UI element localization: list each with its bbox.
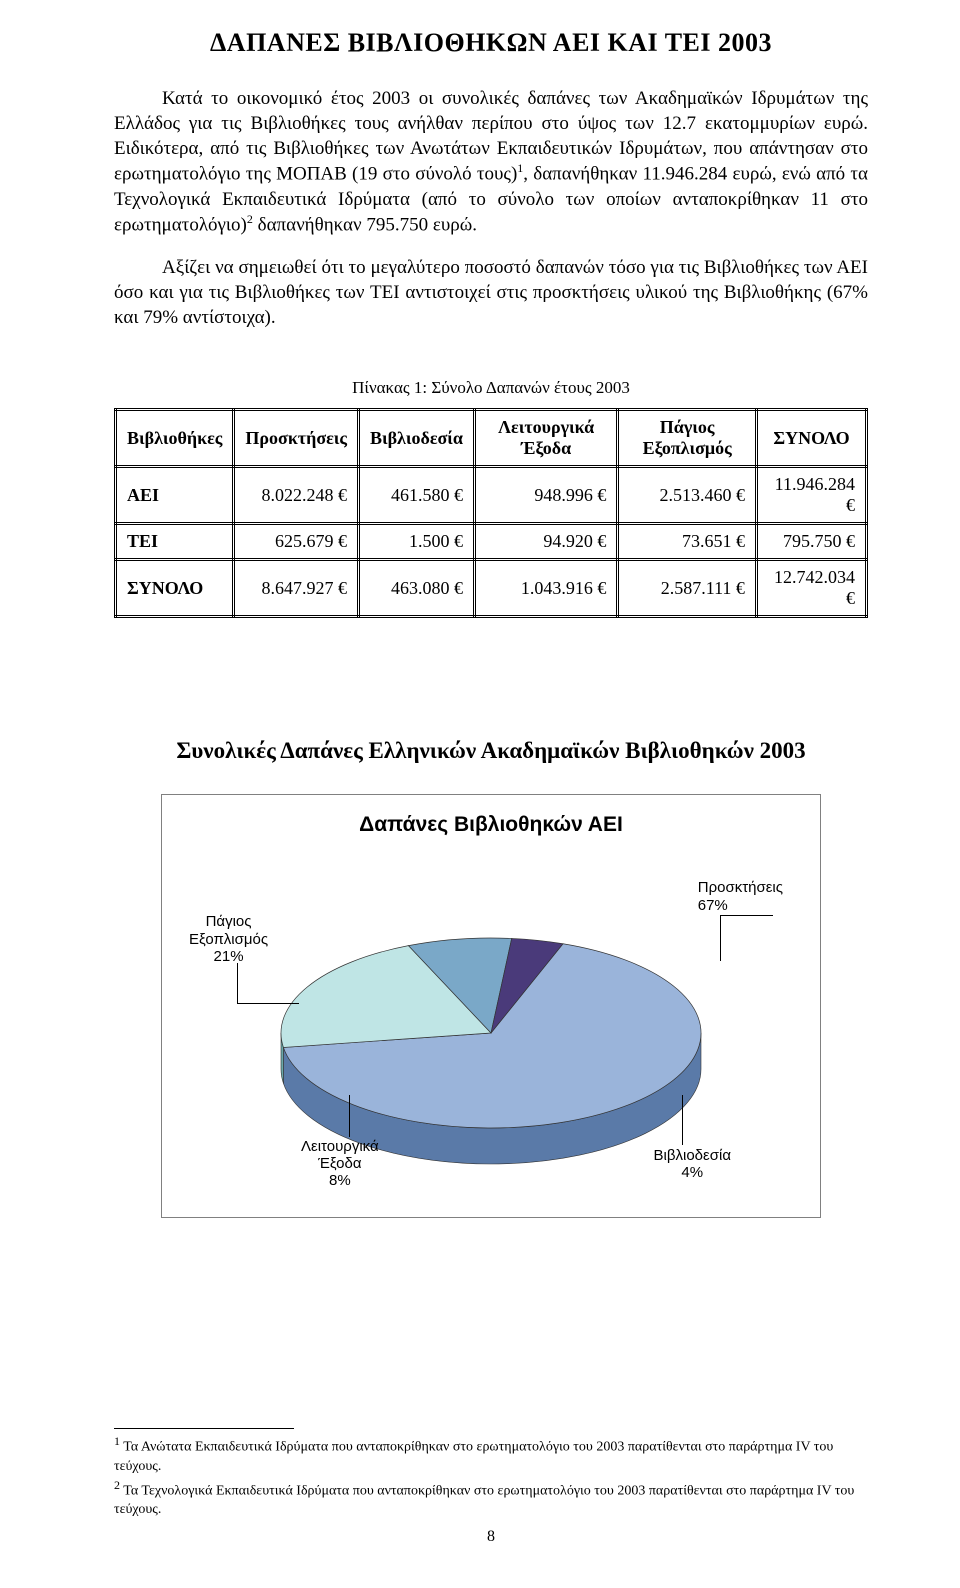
slice-label-leitourgika: ΛειτουργικάΈξοδα8% <box>301 1138 379 1190</box>
footnote-mark: 1 <box>114 1434 120 1448</box>
table-header-row: Βιβλιοθήκες Προσκτήσεις Βιβλιοδεσία Λειτ… <box>116 410 867 467</box>
cell: 94.920 € <box>474 524 617 560</box>
pie-chart: Προσκτήσεις67% ΠάγιοςΕξοπλισμός21% Λειτο… <box>181 853 801 1193</box>
col-header: Βιβλιοθήκες <box>116 410 234 467</box>
chart-title: Δαπάνες Βιβλιοθηκών ΑΕΙ <box>180 813 802 837</box>
cell: 12.742.034 € <box>756 560 866 617</box>
paragraph-2: Αξίζει να σημειωθεί ότι το μεγαλύτερο πο… <box>114 255 868 330</box>
cell: 11.946.284 € <box>756 467 866 524</box>
cell: 461.580 € <box>358 467 474 524</box>
col-header: ΣΥΝΟΛΟ <box>756 410 866 467</box>
footnotes: 1 Τα Ανώτατα Εκπαιδευτικά Ιδρύματα που α… <box>114 1428 868 1547</box>
cell: 1.500 € <box>358 524 474 560</box>
row-label: ΑΕΙ <box>116 467 234 524</box>
cell: 625.679 € <box>234 524 359 560</box>
cell: 1.043.916 € <box>474 560 617 617</box>
footnote-2: 2 Τα Τεχνολογικά Εκπαιδευτικά Ιδρύματα π… <box>114 1477 868 1520</box>
paragraph-1: Κατά το οικονομικό έτος 2003 οι συνολικέ… <box>114 86 868 237</box>
cell: 948.996 € <box>474 467 617 524</box>
para1-text-c: δαπανήθηκαν 795.750 ευρώ. <box>253 214 477 235</box>
cell: 8.647.927 € <box>234 560 359 617</box>
slice-label-pagios: ΠάγιοςΕξοπλισμός21% <box>189 913 268 965</box>
leader-line <box>237 963 238 1003</box>
table-caption: Πίνακας 1: Σύνολο Δαπανών έτους 2003 <box>114 378 868 398</box>
leader-line <box>237 1003 299 1004</box>
leader-line <box>721 915 773 916</box>
col-header: Πάγιος Εξοπλισμός <box>618 410 757 467</box>
footnote-text: Τα Τεχνολογικά Εκπαιδευτικά Ιδρύματα που… <box>114 1483 854 1517</box>
slice-label-vivliodesia: Βιβλιοδεσία4% <box>654 1147 731 1182</box>
leader-line <box>349 1095 350 1137</box>
table-row: ΑΕΙ 8.022.248 € 461.580 € 948.996 € 2.51… <box>116 467 867 524</box>
footnote-mark: 2 <box>114 1478 120 1492</box>
footnote-text: Τα Ανώτατα Εκπαιδευτικά Ιδρύματα που αντ… <box>114 1440 833 1474</box>
slice-label-proskitiseis: Προσκτήσεις67% <box>698 879 783 914</box>
footnote-1: 1 Τα Ανώτατα Εκπαιδευτικά Ιδρύματα που α… <box>114 1433 868 1476</box>
table-row: ΤΕΙ 625.679 € 1.500 € 94.920 € 73.651 € … <box>116 524 867 560</box>
cell: 463.080 € <box>358 560 474 617</box>
chart-section-title: Συνολικές Δαπάνες Ελληνικών Ακαδημαϊκών … <box>114 738 868 764</box>
page-number: 8 <box>114 1526 868 1548</box>
cell: 73.651 € <box>618 524 757 560</box>
cell: 795.750 € <box>756 524 866 560</box>
cell: 8.022.248 € <box>234 467 359 524</box>
col-header: Λειτουργικά Έξοδα <box>474 410 617 467</box>
col-header: Προσκτήσεις <box>234 410 359 467</box>
cell: 2.587.111 € <box>618 560 757 617</box>
leader-line <box>720 915 721 961</box>
table-row: ΣΥΝΟΛΟ 8.647.927 € 463.080 € 1.043.916 €… <box>116 560 867 617</box>
pie-chart-frame: Δαπάνες Βιβλιοθηκών ΑΕΙ Προσκτήσεις67% Π… <box>161 794 821 1218</box>
expenses-table: Βιβλιοθήκες Προσκτήσεις Βιβλιοδεσία Λειτ… <box>114 408 868 618</box>
footnote-rule <box>114 1428 294 1429</box>
cell: 2.513.460 € <box>618 467 757 524</box>
leader-line <box>682 1095 683 1145</box>
col-header: Βιβλιοδεσία <box>358 410 474 467</box>
row-label: ΣΥΝΟΛΟ <box>116 560 234 617</box>
page-title: ΔΑΠΑΝΕΣ ΒΙΒΛΙΟΘΗΚΩΝ ΑΕΙ ΚΑΙ ΤΕΙ 2003 <box>114 28 868 58</box>
row-label: ΤΕΙ <box>116 524 234 560</box>
